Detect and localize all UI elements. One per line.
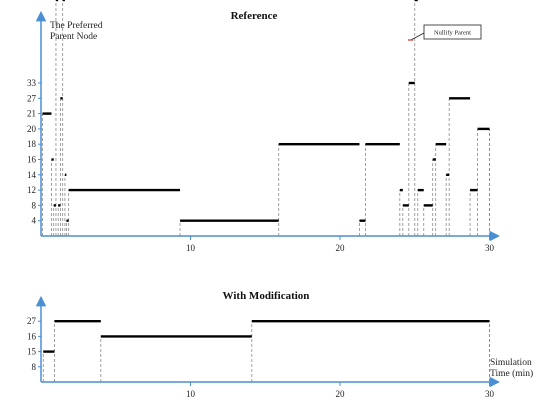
reference-ytick-label: 14 — [27, 170, 37, 180]
reference-step-connectors — [42, 0, 490, 236]
modification-xlabel: Simulation Time (min) — [490, 358, 534, 379]
reference-ytick-label: 12 — [27, 185, 36, 195]
modification-ytick-label: 27 — [27, 316, 37, 326]
reference-ytick-label: 4 — [32, 216, 37, 226]
reference-xtick-label: 30 — [485, 243, 495, 253]
modification-ytick-label: 15 — [27, 347, 37, 357]
reference-xtick-label: 10 — [186, 243, 196, 253]
annotation-box — [423, 24, 482, 40]
reference-ytick-label: 16 — [27, 155, 37, 165]
modification-xtick-label: 10 — [186, 389, 196, 399]
modification-xtick-label: 20 — [336, 389, 346, 399]
reference-ytick-label: 20 — [27, 124, 37, 134]
modification-steps — [43, 320, 490, 353]
reference-ytick-label: 18 — [27, 139, 37, 149]
reference-chart: Reference The Preferred Parent Node 4 8 12… — [27, 0, 501, 253]
modification-ytick-label: 16 — [27, 331, 37, 341]
reference-ylabel-line-1: The Preferred — [50, 20, 103, 31]
modification-y-ticks: 8 15 16 27 — [27, 316, 41, 372]
reference-ytick-label: 8 — [32, 200, 37, 210]
reference-x-ticks: 10 20 30 — [186, 236, 495, 253]
modification-xtick-label: 30 — [485, 389, 495, 399]
reference-ytick-label: 33 — [27, 78, 37, 88]
modification-chart: With Modification 8 15 16 27 10 20 30 Simulat… — [27, 290, 534, 399]
reference-ytick-label: 27 — [27, 93, 37, 103]
nullify-parent-annotation: Nullify Parent — [408, 24, 482, 41]
reference-xtick-label: 20 — [336, 243, 346, 253]
reference-steps — [42, 0, 490, 222]
reference-ylabel: The Preferred Parent Node — [50, 20, 105, 42]
annotation-text: Nullify Parent — [434, 30, 471, 37]
reference-y-ticks: 4 8 12 14 16 18 20 21 27 33 — [27, 78, 41, 226]
modification-xlabel-line-2: Time (min) — [490, 368, 533, 379]
reference-title: Reference — [231, 10, 278, 22]
modification-ytick-label: 8 — [32, 362, 37, 372]
modification-title: With Modification — [223, 290, 310, 302]
annotation-leader — [410, 32, 425, 41]
reference-ytick-label: 21 — [27, 109, 36, 119]
modification-x-ticks: 10 20 30 — [186, 382, 495, 399]
reference-ylabel-line-2: Parent Node — [50, 32, 97, 42]
modification-xlabel-line-1: Simulation — [490, 358, 532, 368]
modification-step-connectors — [42, 321, 490, 382]
